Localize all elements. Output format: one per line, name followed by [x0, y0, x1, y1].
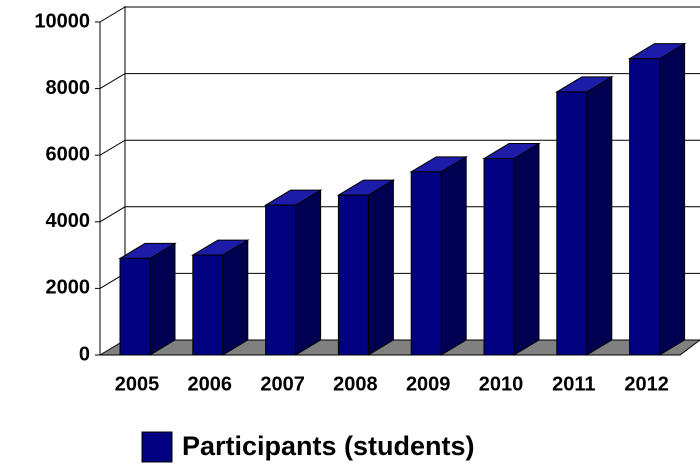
bar — [556, 91, 588, 356]
bar — [629, 58, 661, 356]
y-tick-label: 8000 — [46, 77, 91, 99]
bar-side — [367, 179, 394, 356]
bar — [483, 158, 515, 356]
grid-line — [99, 6, 700, 23]
x-tick-label: 2009 — [406, 373, 451, 395]
x-tick-label: 2005 — [115, 373, 160, 395]
y-tick-label: 6000 — [46, 143, 91, 165]
x-tick-label: 2010 — [479, 373, 524, 395]
bar-side — [659, 42, 686, 356]
x-tick-label: 2006 — [188, 373, 233, 395]
legend-label: Participants (students) — [182, 431, 475, 461]
x-tick-label: 2011 — [552, 373, 595, 395]
bar — [337, 194, 369, 356]
y-tick-label: 0 — [79, 343, 90, 365]
x-tick-label: 2008 — [333, 373, 378, 395]
legend-swatch — [141, 431, 173, 463]
y-tick-label: 4000 — [46, 210, 91, 232]
bar-side — [222, 239, 249, 356]
bar-side — [440, 155, 467, 356]
bar — [265, 204, 297, 356]
bar-side — [513, 142, 540, 356]
bar — [119, 257, 151, 356]
x-tick-label: 2007 — [260, 373, 305, 395]
y-tick-label: 2000 — [46, 277, 91, 299]
x-tick-label: 2012 — [624, 373, 669, 395]
bar-side — [295, 189, 322, 356]
bar — [192, 254, 224, 356]
grid-line — [99, 73, 700, 90]
bar — [410, 171, 442, 356]
bar-side — [586, 76, 613, 356]
bar-side — [149, 242, 176, 356]
grid-line — [99, 139, 700, 156]
floor — [98, 339, 700, 356]
y-tick-label: 10000 — [34, 10, 90, 32]
